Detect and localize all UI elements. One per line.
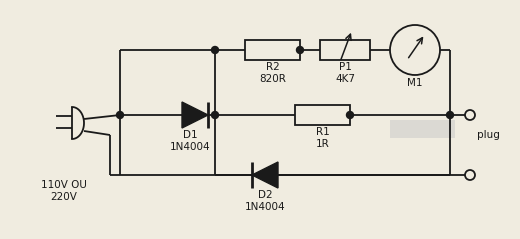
Polygon shape [182,102,208,128]
Circle shape [116,112,124,119]
Text: plug: plug [477,130,500,140]
Circle shape [212,47,218,54]
Circle shape [465,110,475,120]
Polygon shape [252,162,278,188]
FancyBboxPatch shape [390,120,455,138]
Text: M1: M1 [407,78,423,88]
Circle shape [296,47,304,54]
Circle shape [465,170,475,180]
Circle shape [212,112,218,119]
Text: 110V OU
220V: 110V OU 220V [41,180,87,202]
Circle shape [447,112,453,119]
Circle shape [390,25,440,75]
FancyBboxPatch shape [245,40,300,60]
FancyBboxPatch shape [320,40,370,60]
Text: P1
4K7: P1 4K7 [335,62,355,84]
Text: R1
1R: R1 1R [316,127,329,149]
Text: D1
1N4004: D1 1N4004 [170,130,210,152]
Circle shape [346,112,354,119]
Text: D2
1N4004: D2 1N4004 [245,190,285,212]
Text: R2
820R: R2 820R [259,62,286,84]
FancyBboxPatch shape [295,105,350,125]
